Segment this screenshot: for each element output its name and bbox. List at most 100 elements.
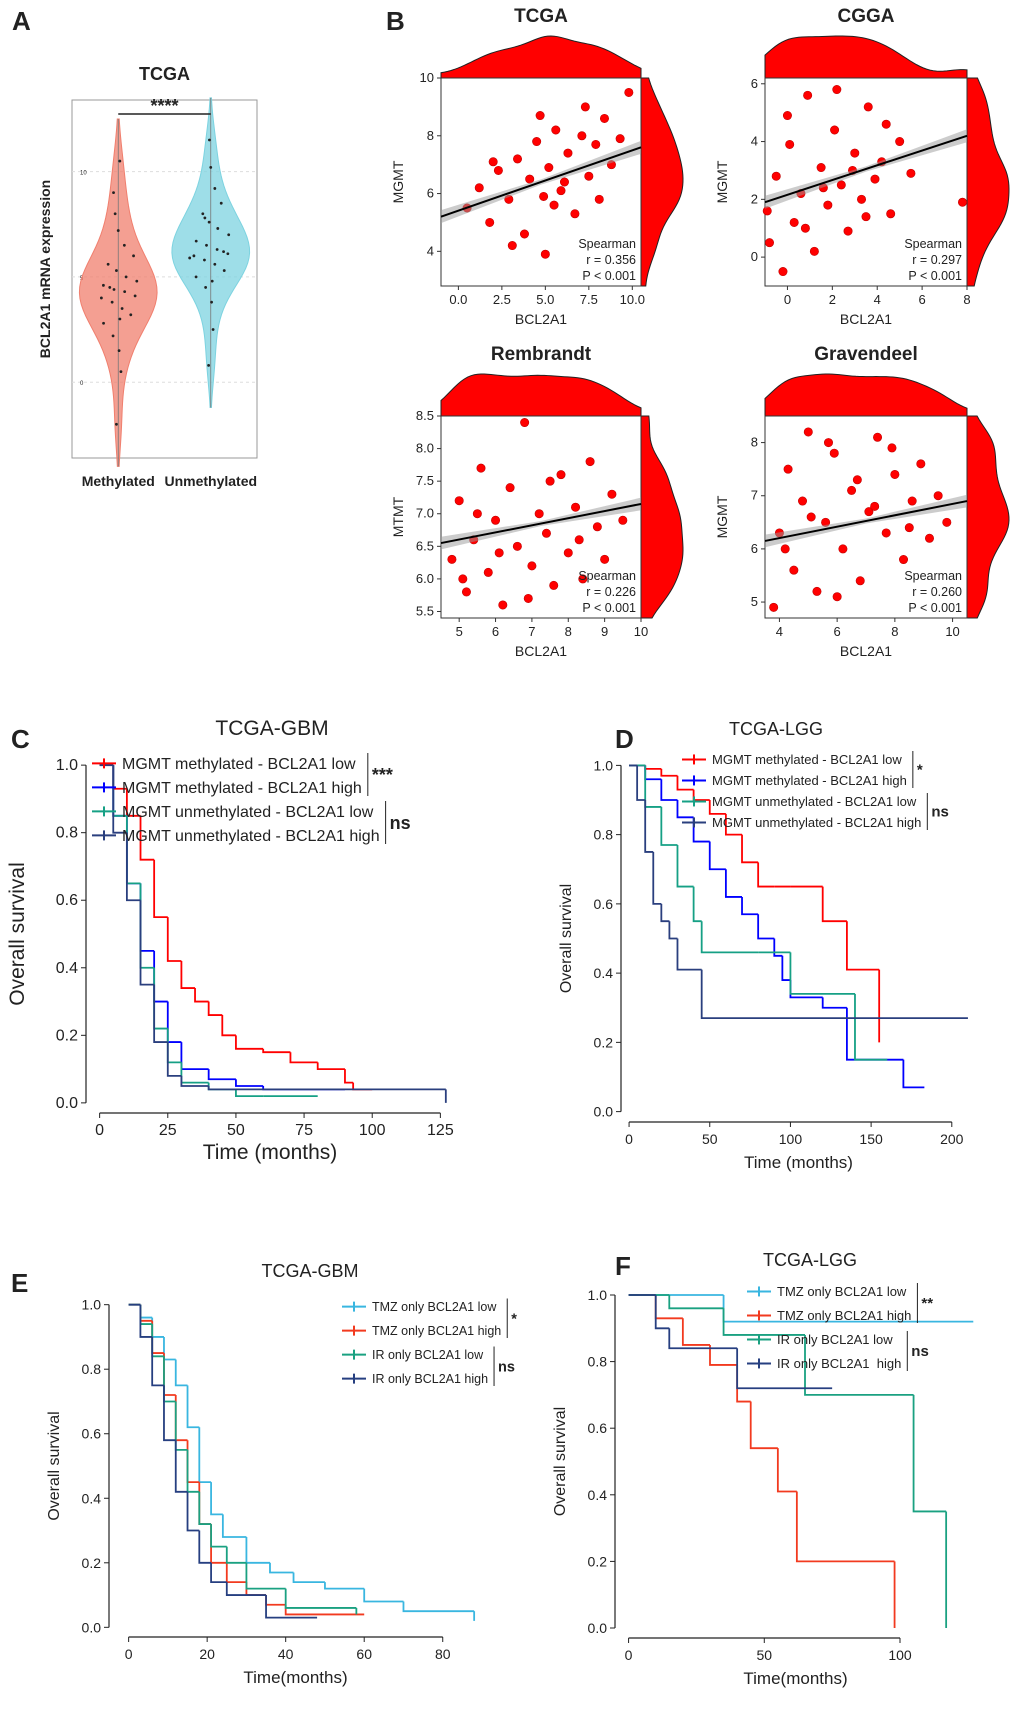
survival-step (741, 896, 759, 916)
survival-step (207, 1001, 223, 1016)
survival-step (139, 883, 155, 952)
survival-step (692, 817, 710, 843)
survival-step (654, 1294, 670, 1330)
data-point (864, 507, 874, 517)
chart-title: TCGA (139, 64, 190, 84)
plot-frame (764, 415, 968, 619)
survival-step (225, 1582, 267, 1596)
y-tick-label: 0.8 (56, 825, 78, 842)
data-point (907, 496, 917, 506)
data-point (881, 119, 891, 129)
survival-step (139, 815, 155, 861)
x-tick-label: 25 (159, 1122, 177, 1139)
y-tick-label: 0.0 (82, 1619, 102, 1635)
survival-step (709, 1344, 738, 1366)
x-tick-label: 7 (528, 624, 535, 639)
data-point (830, 125, 840, 135)
data-point (829, 448, 839, 458)
x-tick-label: 40 (278, 1646, 294, 1662)
survival-step (139, 1304, 153, 1319)
y-tick-label: 6.0 (416, 571, 434, 586)
survival-step (245, 1536, 270, 1564)
data-point (847, 485, 857, 495)
data-point (112, 288, 116, 291)
x-tick-label: 200 (940, 1131, 964, 1147)
data-point (571, 502, 581, 512)
survival-step (225, 1562, 247, 1584)
survival-step (736, 1364, 751, 1403)
data-point (541, 528, 551, 538)
data-point (110, 300, 114, 304)
trend-line (764, 500, 968, 542)
panel-label: B (386, 6, 405, 36)
data-point (112, 191, 115, 195)
chart-title: TCGA (514, 6, 568, 27)
y-tick-label: 2 (751, 191, 758, 206)
x-tick-label: 50 (702, 1131, 718, 1147)
data-point (119, 370, 123, 374)
data-point (803, 90, 813, 100)
x-tick-label: 4 (874, 292, 881, 307)
data-point (124, 275, 128, 279)
plot-frame (764, 77, 968, 287)
survival-step (781, 955, 791, 981)
legend-label: TMZ only BCL2A1 high (777, 1308, 911, 1323)
survival-step (186, 1385, 200, 1429)
data-point (472, 509, 482, 519)
legend-label: IR only BCL2A1 low (777, 1332, 893, 1347)
chart-title: Gravendeel (814, 344, 918, 365)
y-axis-label: Overall survival (552, 1407, 569, 1516)
survival-step (153, 950, 168, 1003)
survival-step (676, 775, 694, 791)
data-point (545, 476, 555, 486)
data-point (204, 286, 208, 289)
y-tick-label: 0.6 (588, 1420, 608, 1436)
survival-step (235, 1089, 264, 1098)
panel-label: F (615, 1251, 631, 1281)
survival-step (180, 961, 196, 989)
data-point (527, 561, 537, 571)
y-tick-label: 0.2 (56, 1027, 78, 1044)
data-point (476, 463, 486, 473)
x-axis-label: Time (months) (744, 1153, 853, 1172)
survival-step (289, 1052, 318, 1064)
survival-step (636, 765, 646, 801)
survival-step (676, 845, 694, 888)
panel-label: A (12, 6, 31, 36)
data-point (618, 515, 628, 525)
survival-step (692, 789, 710, 801)
x-axis-label: Time (months) (203, 1141, 338, 1164)
y-density (640, 415, 684, 619)
x-tick-label: 75 (295, 1122, 313, 1139)
data-point (607, 489, 617, 499)
x-tick-label: 10 (945, 624, 959, 639)
y-tick-label: 0.4 (56, 960, 78, 977)
data-point (895, 137, 905, 147)
y-axis-label: MGMT (390, 160, 406, 203)
x-axis-label: BCL2A1 (515, 643, 567, 659)
survival-step (235, 1035, 264, 1050)
legend-label: MGMT unmethylated - BCL2A1 low (122, 804, 374, 821)
data-point (803, 427, 813, 437)
data-point (591, 139, 601, 149)
data-point (861, 212, 871, 222)
data-point (852, 475, 862, 485)
x-tick-label: 10 (634, 624, 648, 639)
stats-label: P < 0.001 (908, 601, 962, 615)
data-point (873, 432, 883, 442)
survival-step (681, 1318, 710, 1346)
data-point (491, 515, 501, 525)
data-point (507, 241, 517, 251)
y-tick-label: 0.6 (82, 1426, 102, 1442)
data-point (194, 239, 198, 243)
survival-step (660, 768, 678, 777)
survival-step (207, 1085, 446, 1091)
survival-step (821, 886, 847, 923)
data-point (226, 252, 230, 256)
y-tick-label: 8 (427, 128, 434, 143)
chart-title: TCGA-GBM (215, 717, 328, 740)
y-tick-label: 0.4 (588, 1487, 608, 1503)
x-axis-label: BCL2A1 (515, 311, 567, 327)
data-point (201, 212, 205, 216)
legend-label: MGMT unmethylated - BCL2A1 low (712, 794, 917, 809)
